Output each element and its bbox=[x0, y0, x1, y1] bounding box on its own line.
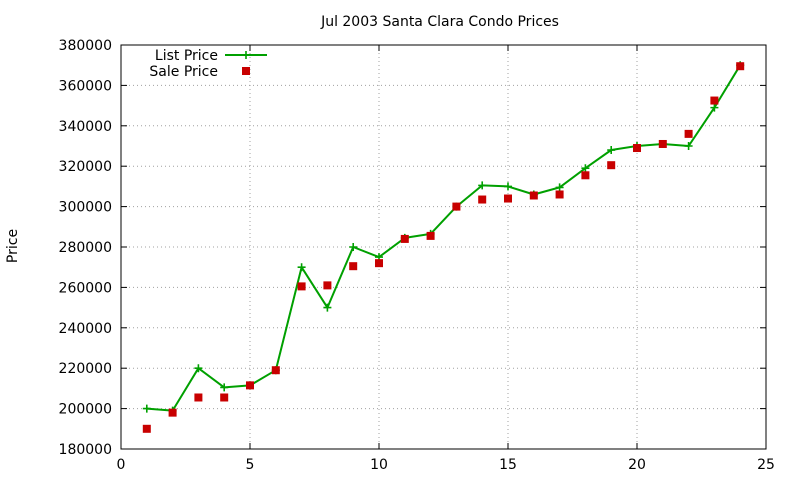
legend-marker-plus bbox=[242, 51, 250, 59]
y-tick-label: 360000 bbox=[59, 78, 112, 94]
y-tick-label: 240000 bbox=[59, 321, 112, 337]
list-price-point bbox=[142, 404, 151, 413]
sale-price-point bbox=[220, 393, 229, 402]
sale-price-point bbox=[246, 381, 254, 390]
x-tick-label: 20 bbox=[628, 457, 646, 473]
list-price-point bbox=[581, 164, 590, 173]
sale-price-point bbox=[349, 262, 358, 271]
y-tick-label: 320000 bbox=[59, 159, 112, 175]
sale-price-point bbox=[581, 171, 590, 180]
sale-price-point bbox=[142, 424, 151, 433]
y-tick-label: 180000 bbox=[59, 442, 112, 458]
axis-ticks: 0 5 10 15 20 25 180000 200000 220000 240000 260000… bbox=[59, 38, 775, 473]
chart-title: Jul 2003 Santa Clara Condo Prices bbox=[320, 14, 559, 30]
x-tick-label: 10 bbox=[370, 457, 388, 473]
legend-label: Sale Price bbox=[149, 64, 218, 80]
sale-price-point bbox=[194, 393, 203, 402]
y-tick-label: 200000 bbox=[59, 402, 112, 418]
sale-price-point bbox=[633, 144, 641, 153]
list-price-point bbox=[607, 146, 616, 155]
y-axis-label: Price bbox=[5, 229, 21, 263]
sale-price-point bbox=[684, 129, 693, 138]
y-tick-label: 260000 bbox=[59, 280, 112, 296]
x-tick-label: 0 bbox=[117, 457, 126, 473]
legend-marker-square bbox=[242, 67, 250, 75]
sale-price-point bbox=[168, 408, 177, 417]
y-tick-label: 300000 bbox=[59, 200, 112, 216]
series-layer bbox=[142, 61, 745, 433]
sale-price-point bbox=[400, 234, 409, 243]
grid bbox=[121, 45, 766, 449]
y-tick-label: 340000 bbox=[59, 119, 112, 135]
list-price-point bbox=[297, 263, 306, 272]
sale-price-point bbox=[658, 139, 667, 148]
list-price-point bbox=[684, 142, 693, 150]
x-tick-label: 15 bbox=[499, 457, 517, 473]
sale-price-point bbox=[452, 202, 461, 211]
y-tick-label: 220000 bbox=[59, 361, 112, 377]
sale-price-point bbox=[271, 366, 280, 375]
sale-price-point bbox=[504, 194, 512, 203]
sale-price-point bbox=[529, 191, 538, 200]
y-tick-label: 380000 bbox=[59, 38, 112, 54]
sale-price-point bbox=[710, 96, 719, 105]
list-price-point bbox=[478, 181, 487, 190]
series-line-list-price bbox=[146, 64, 742, 412]
x-tick-label: 25 bbox=[757, 457, 775, 473]
sale-price-point bbox=[736, 62, 745, 71]
sale-price-point bbox=[607, 161, 616, 170]
list-price-point bbox=[323, 303, 332, 312]
sale-price-point bbox=[478, 195, 487, 204]
sale-price-point bbox=[323, 281, 332, 290]
sale-price-point bbox=[297, 282, 306, 291]
sale-price-point bbox=[555, 190, 564, 199]
list-price-point bbox=[194, 364, 203, 373]
list-price-point bbox=[710, 103, 719, 112]
y-tick-label: 280000 bbox=[59, 240, 112, 256]
list-price-point bbox=[504, 182, 512, 191]
list-price-point bbox=[555, 183, 564, 192]
list-price-point bbox=[349, 243, 358, 251]
legend-label: List Price bbox=[155, 48, 218, 64]
sale-price-point bbox=[375, 259, 383, 268]
x-tick-label: 5 bbox=[246, 457, 255, 473]
sale-price-point bbox=[426, 231, 435, 240]
list-price-point bbox=[220, 383, 229, 392]
